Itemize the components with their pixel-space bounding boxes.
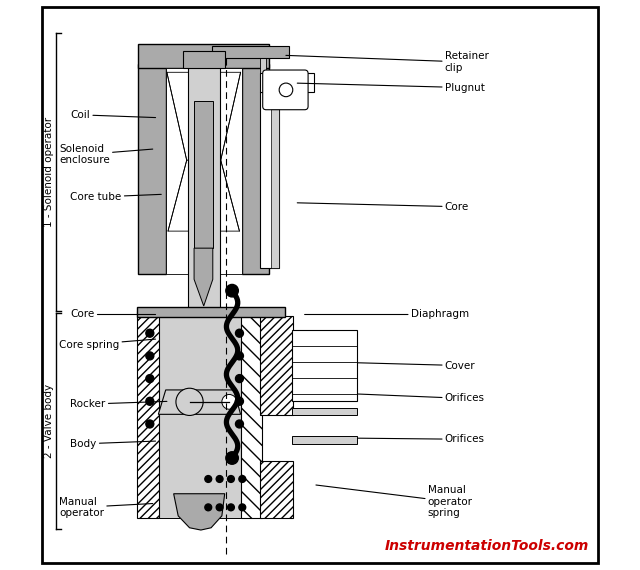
Circle shape xyxy=(236,352,243,360)
Circle shape xyxy=(146,420,154,428)
Text: Plugnut: Plugnut xyxy=(297,83,484,92)
FancyBboxPatch shape xyxy=(262,70,308,110)
Text: InstrumentationTools.com: InstrumentationTools.com xyxy=(385,539,589,553)
Text: Retainer
clip: Retainer clip xyxy=(286,51,489,73)
Circle shape xyxy=(239,475,246,482)
Text: Rocker: Rocker xyxy=(70,399,167,409)
Circle shape xyxy=(146,329,154,337)
Bar xyxy=(260,46,266,75)
Bar xyxy=(241,311,262,518)
Polygon shape xyxy=(194,248,212,306)
Circle shape xyxy=(222,394,237,409)
Bar xyxy=(166,68,242,274)
Text: Orifices: Orifices xyxy=(358,393,484,404)
Circle shape xyxy=(236,420,243,428)
Circle shape xyxy=(236,397,243,405)
Bar xyxy=(138,64,166,274)
Bar xyxy=(260,74,314,92)
Polygon shape xyxy=(158,390,241,414)
Bar xyxy=(260,92,278,268)
Circle shape xyxy=(205,475,212,482)
Text: Core: Core xyxy=(70,310,156,320)
Bar xyxy=(260,316,293,416)
Polygon shape xyxy=(173,494,225,530)
Bar xyxy=(183,51,225,68)
Circle shape xyxy=(226,452,238,464)
Text: 1 - Solenoid operator: 1 - Solenoid operator xyxy=(44,116,54,227)
Bar xyxy=(271,109,278,268)
Bar xyxy=(194,101,212,248)
Bar xyxy=(158,311,243,518)
Circle shape xyxy=(228,504,234,511)
Bar xyxy=(242,64,269,274)
Circle shape xyxy=(205,504,212,511)
Bar xyxy=(138,307,285,317)
Circle shape xyxy=(236,329,243,337)
Bar xyxy=(292,436,357,444)
Circle shape xyxy=(279,83,292,97)
Circle shape xyxy=(176,388,203,416)
Circle shape xyxy=(236,374,243,382)
Bar xyxy=(292,331,357,401)
Circle shape xyxy=(226,284,238,297)
Bar xyxy=(292,408,357,416)
Circle shape xyxy=(146,352,154,360)
Circle shape xyxy=(146,374,154,382)
Text: Core spring: Core spring xyxy=(59,339,156,349)
Circle shape xyxy=(216,504,223,511)
Text: Core: Core xyxy=(297,202,469,211)
Polygon shape xyxy=(168,160,239,231)
Bar xyxy=(138,311,159,518)
Text: Body: Body xyxy=(70,439,156,449)
Circle shape xyxy=(228,475,234,482)
Text: Diaphragm: Diaphragm xyxy=(305,310,469,320)
Text: Coil: Coil xyxy=(70,110,156,120)
Text: Cover: Cover xyxy=(358,361,476,370)
Text: Orifices: Orifices xyxy=(358,434,484,444)
Circle shape xyxy=(216,475,223,482)
Text: Manual
operator: Manual operator xyxy=(59,496,153,518)
Circle shape xyxy=(239,504,246,511)
Text: Manual
operator
spring: Manual operator spring xyxy=(316,485,473,518)
Text: Core tube: Core tube xyxy=(70,192,161,202)
Text: 2 - Valve body: 2 - Valve body xyxy=(44,384,54,458)
Polygon shape xyxy=(167,72,241,160)
Bar xyxy=(212,46,289,58)
Bar xyxy=(260,461,293,518)
Circle shape xyxy=(146,397,154,405)
Text: Solenoid
enclosure: Solenoid enclosure xyxy=(59,144,153,165)
Bar xyxy=(138,44,269,68)
Bar xyxy=(188,58,220,308)
